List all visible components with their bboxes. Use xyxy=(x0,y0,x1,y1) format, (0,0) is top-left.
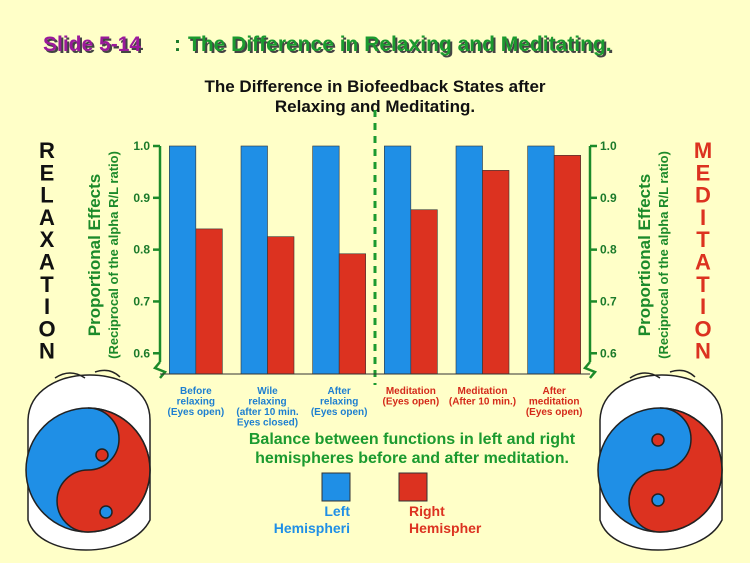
bar xyxy=(240,145,268,375)
left-head xyxy=(25,369,151,551)
bar xyxy=(410,209,438,375)
right-head xyxy=(597,369,723,551)
separator: : xyxy=(174,33,181,56)
caption: Balance between functions in left and ri… xyxy=(249,431,576,467)
x-tick-label: After relaxing (Eyes open) xyxy=(311,386,368,418)
x-tick-label: Meditation (After 10 min.) xyxy=(449,386,516,408)
legend-swatch xyxy=(321,472,351,502)
bar xyxy=(553,155,581,375)
x-tick-label: Before relaxing (Eyes open) xyxy=(167,386,224,418)
y-axis-label: Proportional Effects xyxy=(635,174,654,336)
y-axis-sublabel: (Reciprocal of the alpha R/L ratio) xyxy=(656,151,671,359)
y-tick-label: 0.7 xyxy=(133,294,150,308)
legend-label: Left Hemispheri xyxy=(274,503,351,536)
axis-break xyxy=(152,361,168,379)
bar xyxy=(482,170,510,375)
legend-swatch xyxy=(398,472,428,502)
y-tick-label: 0.9 xyxy=(133,191,150,205)
x-tick-label: Wile relaxing (after 10 min. Eyes closed) xyxy=(236,386,298,429)
axis-break xyxy=(582,361,598,379)
y-tick-label: 1.0 xyxy=(133,139,150,153)
bar xyxy=(195,228,223,375)
y-axis-label: Proportional Effects xyxy=(85,174,104,336)
slide-number: Slide 5-14 xyxy=(43,33,141,56)
bar xyxy=(338,253,366,375)
y-tick-label: 0.8 xyxy=(133,243,150,257)
bar xyxy=(527,145,555,375)
slide-title-shadow: The Difference in Relaxing and Meditatin… xyxy=(190,35,614,58)
y-axis-sublabel: (Reciprocal of the alpha R/L ratio) xyxy=(106,151,121,359)
slide-title: The Difference in Relaxing and Meditatin… xyxy=(188,33,612,56)
y-tick-label: 0.9 xyxy=(600,191,617,205)
y-tick-label: 0.8 xyxy=(600,243,617,257)
bar xyxy=(169,145,197,375)
bar xyxy=(384,145,412,375)
y-tick-label: 0.6 xyxy=(133,346,150,360)
bar xyxy=(312,145,340,375)
legend-label: Right Hemispher xyxy=(409,503,482,536)
y-tick-label: 0.6 xyxy=(600,346,617,360)
x-tick-label: Meditation (Eyes open) xyxy=(382,386,439,408)
slide-title-group: Slide 5-14 Slide 5-14 : The Difference i… xyxy=(43,33,614,58)
slide-number-shadow: Slide 5-14 xyxy=(45,35,143,58)
y-tick-label: 1.0 xyxy=(600,139,617,153)
bar xyxy=(455,145,483,375)
x-tick-label: After meditation (Eyes open) xyxy=(526,386,583,418)
bar xyxy=(267,236,295,375)
chart-title: The Difference in Biofeedback States aft… xyxy=(204,77,545,116)
y-tick-label: 0.7 xyxy=(600,294,617,308)
